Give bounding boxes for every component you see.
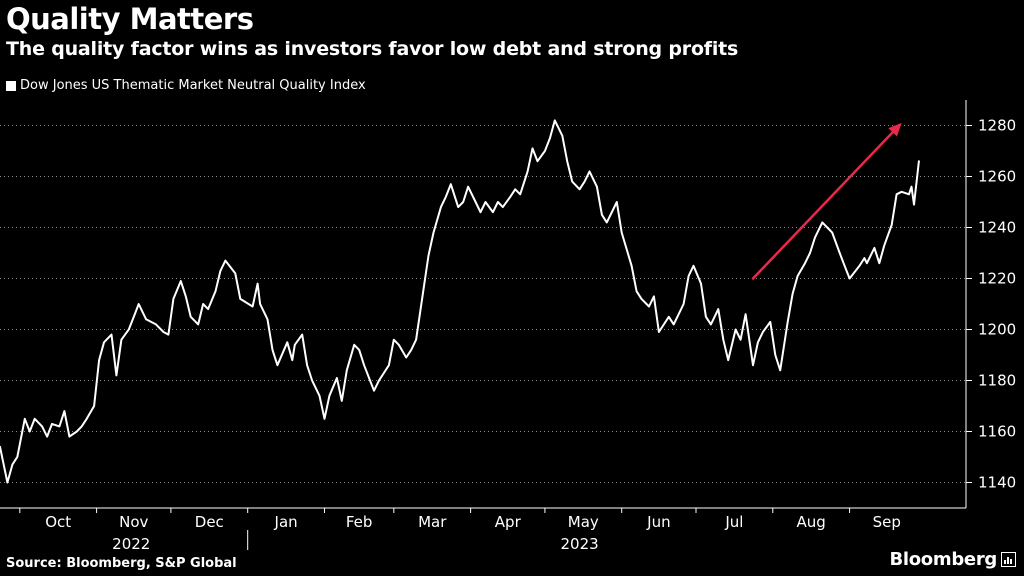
brand-logo: Bloomberg — [889, 549, 1016, 570]
y-tick-label: 1280 — [978, 117, 1016, 135]
x-axis: Oct Nov Dec Jan Feb Mar Apr May Jun Jul Aug Sep 2022… — [0, 507, 966, 553]
y-tick-label: 1260 — [978, 168, 1016, 186]
legend-swatch — [6, 80, 16, 91]
x-tick-label: Jul — [724, 513, 743, 531]
trend-arrow-line — [751, 131, 894, 280]
x-tick-label: Mar — [418, 513, 447, 531]
trend-arrow-head — [888, 122, 902, 137]
x-tick-label: Feb — [346, 513, 373, 531]
legend: Dow Jones US Thematic Market Neutral Qua… — [6, 78, 366, 93]
x-tick-label: Apr — [495, 513, 522, 531]
bloomberg-terminal-icon — [1001, 552, 1016, 567]
y-tick-label: 1200 — [978, 321, 1016, 339]
chart-title: Quality Matters — [6, 2, 254, 36]
x-tick-label: Jun — [646, 513, 670, 531]
x-tick-label: Jan — [274, 513, 298, 531]
x-tick-label: Nov — [119, 513, 148, 531]
x-tick-label: Oct — [45, 513, 71, 531]
x-year-label: 2023 — [561, 535, 599, 553]
y-tick-label: 1240 — [978, 219, 1016, 237]
brand-name: Bloomberg — [889, 549, 997, 570]
annotations — [751, 122, 902, 280]
x-tick-label: Dec — [195, 513, 224, 531]
x-tick-label: Sep — [873, 513, 901, 531]
x-tick-label: Aug — [797, 513, 826, 531]
x-tick-label: May — [568, 513, 599, 531]
series-group — [0, 119, 920, 484]
y-axis: 1140 1160 1180 1200 1220 1240 1260 1280 — [965, 100, 1016, 508]
y-tick-label: 1220 — [978, 270, 1016, 288]
x-year-label: 2022 — [112, 535, 150, 553]
source-note: Source: Bloomberg, S&P Global — [6, 556, 237, 571]
y-tick-label: 1140 — [978, 474, 1016, 492]
grid-lines — [0, 125, 966, 483]
y-tick-label: 1180 — [978, 372, 1016, 390]
y-tick-label: 1160 — [978, 423, 1016, 441]
series-line — [0, 119, 920, 484]
legend-label: Dow Jones US Thematic Market Neutral Qua… — [20, 78, 366, 93]
chart-subtitle: The quality factor wins as investors fav… — [6, 38, 739, 60]
